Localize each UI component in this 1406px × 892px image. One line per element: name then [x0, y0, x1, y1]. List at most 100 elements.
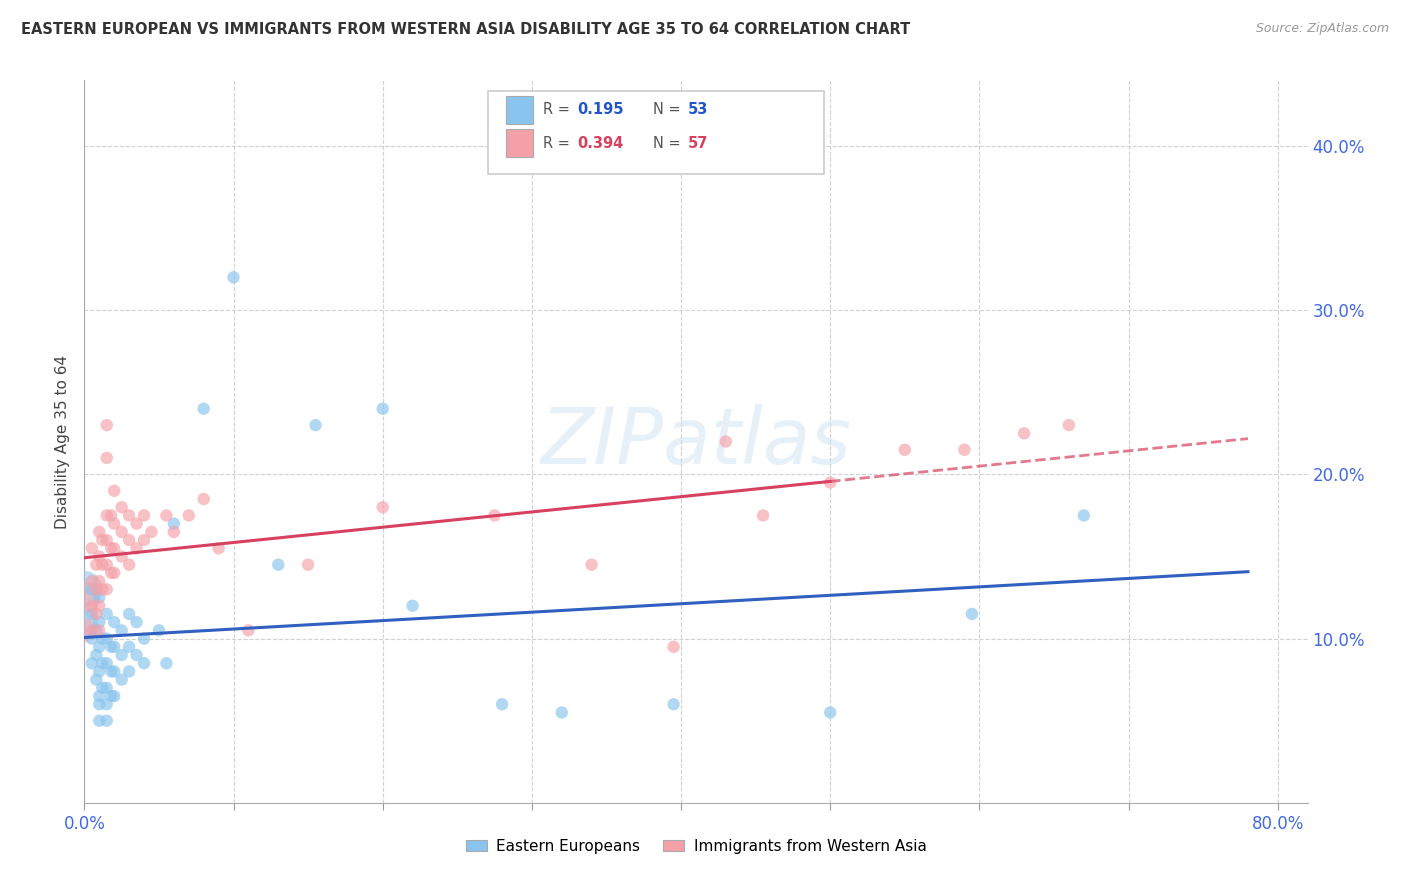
Point	[103, 615, 125, 630]
Point	[103, 665, 125, 679]
Point	[238, 624, 260, 638]
Point	[662, 698, 685, 712]
Point	[125, 615, 148, 630]
Point	[91, 632, 114, 646]
Point	[96, 418, 118, 433]
Point	[297, 558, 319, 572]
Point	[91, 681, 114, 695]
Point	[207, 541, 229, 556]
Point	[118, 640, 141, 654]
Text: N =: N =	[654, 136, 685, 151]
Point	[84, 648, 107, 662]
Bar	[506, 96, 533, 124]
Point	[163, 524, 186, 539]
Y-axis label: Disability Age 35 to 64: Disability Age 35 to 64	[55, 354, 70, 529]
Point	[177, 508, 200, 523]
Point	[96, 607, 118, 621]
Point	[818, 706, 841, 720]
Point	[118, 508, 141, 523]
Point	[111, 648, 134, 662]
Point	[89, 689, 111, 703]
Point	[163, 516, 186, 531]
Point	[100, 665, 122, 679]
Point	[89, 640, 111, 654]
Text: EASTERN EUROPEAN VS IMMIGRANTS FROM WESTERN ASIA DISABILITY AGE 35 TO 64 CORRELA: EASTERN EUROPEAN VS IMMIGRANTS FROM WEST…	[21, 22, 910, 37]
Point	[84, 624, 107, 638]
Point	[100, 541, 122, 556]
Point	[80, 632, 103, 646]
Bar	[506, 129, 533, 157]
Text: R =: R =	[543, 103, 575, 118]
Point	[132, 533, 155, 547]
Point	[91, 533, 114, 547]
Point	[125, 516, 148, 531]
Point	[73, 624, 96, 638]
Text: ZIPatlas: ZIPatlas	[540, 403, 852, 480]
Point	[401, 599, 423, 613]
Point	[96, 558, 118, 572]
Point	[1073, 508, 1095, 523]
Point	[371, 401, 394, 416]
Point	[89, 615, 111, 630]
Text: N =: N =	[654, 103, 685, 118]
Point	[118, 558, 141, 572]
Point	[304, 418, 326, 433]
Point	[100, 508, 122, 523]
Point	[103, 516, 125, 531]
Point	[89, 624, 111, 638]
Point	[84, 607, 107, 621]
Point	[80, 599, 103, 613]
Point	[132, 508, 155, 523]
Point	[89, 549, 111, 564]
Point	[96, 508, 118, 523]
Point	[581, 558, 603, 572]
Point	[91, 582, 114, 597]
Point	[96, 698, 118, 712]
Point	[84, 673, 107, 687]
Point	[141, 524, 163, 539]
Text: 0.195: 0.195	[578, 103, 624, 118]
Point	[103, 566, 125, 580]
Point	[100, 566, 122, 580]
Point	[73, 591, 96, 605]
Point	[89, 665, 111, 679]
Point	[84, 558, 107, 572]
Point	[1012, 426, 1035, 441]
Point	[80, 657, 103, 671]
Point	[89, 698, 111, 712]
Point	[80, 582, 103, 597]
Point	[96, 533, 118, 547]
Point	[222, 270, 245, 285]
Point	[193, 491, 215, 506]
Point	[960, 607, 983, 621]
Point	[89, 591, 111, 605]
Text: 57: 57	[688, 136, 707, 151]
Point	[103, 541, 125, 556]
Point	[1057, 418, 1080, 433]
Point	[132, 632, 155, 646]
Point	[118, 665, 141, 679]
Point	[103, 483, 125, 498]
Point	[111, 624, 134, 638]
Point	[100, 689, 122, 703]
Point	[80, 624, 103, 638]
Point	[96, 582, 118, 597]
Point	[73, 582, 96, 597]
Point	[80, 607, 103, 621]
Point	[73, 615, 96, 630]
Point	[193, 401, 215, 416]
Point	[118, 607, 141, 621]
Point	[89, 524, 111, 539]
Point	[103, 640, 125, 654]
Point	[155, 508, 177, 523]
Text: 53: 53	[688, 103, 707, 118]
Point	[752, 508, 775, 523]
Point	[118, 533, 141, 547]
Point	[125, 648, 148, 662]
Text: Source: ZipAtlas.com: Source: ZipAtlas.com	[1256, 22, 1389, 36]
Point	[84, 582, 107, 597]
Point	[155, 657, 177, 671]
Point	[80, 541, 103, 556]
Point	[662, 640, 685, 654]
Point	[125, 541, 148, 556]
